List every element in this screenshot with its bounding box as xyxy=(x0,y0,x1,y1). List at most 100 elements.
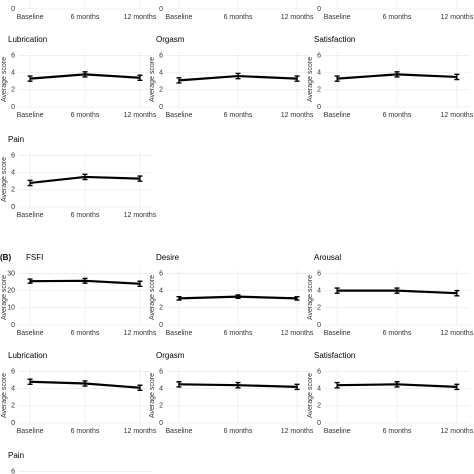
y-tick-label: 0 xyxy=(11,204,15,211)
error-bar xyxy=(454,73,460,81)
error-bar xyxy=(27,75,33,82)
x-tick-label: 6 months xyxy=(224,428,253,435)
error-bar xyxy=(82,380,88,387)
x-tick-label: 12 months xyxy=(281,330,314,337)
y-tick-label: 0 xyxy=(317,420,321,427)
y-axis-label: Average score xyxy=(149,275,156,320)
y-tick-label: 6 xyxy=(11,152,15,159)
y-axis-label: Average score xyxy=(1,157,8,202)
y-tick-label: 6 xyxy=(11,468,15,474)
error-bar xyxy=(137,280,143,288)
x-tick-label: 12 months xyxy=(281,112,314,119)
y-tick-label: 6 xyxy=(317,52,321,59)
y-axis-label: Average score xyxy=(1,373,8,418)
y-tick-label: 4 xyxy=(159,69,163,76)
x-tick-label: Baseline xyxy=(324,428,351,435)
error-bar xyxy=(454,383,460,391)
y-tick-label: 6 xyxy=(159,368,163,375)
x-tick-label: 12 months xyxy=(441,112,474,119)
error-bar xyxy=(334,75,340,82)
error-bar xyxy=(294,383,300,391)
x-tick-label: 6 months xyxy=(224,330,253,337)
y-tick-label: 6 xyxy=(159,52,163,59)
x-tick-label: 12 months xyxy=(124,330,157,337)
y-axis-label: Average score xyxy=(149,373,156,418)
y-tick-label: 6 xyxy=(159,270,163,277)
x-tick-label: 12 months xyxy=(124,14,157,21)
error-bar xyxy=(176,77,182,84)
y-tick-label: 0 xyxy=(317,322,321,329)
y-tick-label: 2 xyxy=(317,403,321,410)
x-tick-label: 6 months xyxy=(71,330,100,337)
y-tick-label: 6 xyxy=(317,368,321,375)
y-tick-label: 30 xyxy=(7,270,15,277)
y-tick-label: 4 xyxy=(11,69,15,76)
x-tick-label: 12 months xyxy=(124,212,157,219)
y-tick-label: 0 xyxy=(159,322,163,329)
y-tick-label: 4 xyxy=(159,287,163,294)
x-tick-label: 6 months xyxy=(224,112,253,119)
panel-title: Lubrication xyxy=(8,351,47,360)
y-tick-label: 2 xyxy=(11,187,15,194)
error-bar xyxy=(82,277,88,284)
panel-title: Desire xyxy=(156,253,180,262)
x-tick-label: 12 months xyxy=(124,428,157,435)
x-tick-label: Baseline xyxy=(166,428,193,435)
x-tick-label: 12 months xyxy=(124,112,157,119)
y-tick-label: 4 xyxy=(317,69,321,76)
y-tick-label: 2 xyxy=(159,403,163,410)
y-tick-label: 2 xyxy=(317,305,321,312)
y-tick-label: 0 xyxy=(159,420,163,427)
x-tick-label: Baseline xyxy=(17,212,44,219)
x-tick-label: Baseline xyxy=(17,14,44,21)
error-bar xyxy=(235,72,241,80)
error-bar xyxy=(137,175,143,182)
y-tick-label: 2 xyxy=(11,403,15,410)
error-bar xyxy=(235,294,241,300)
x-tick-label: 6 months xyxy=(71,14,100,21)
y-axis-label: Average score xyxy=(307,275,314,320)
y-axis-label: Average score xyxy=(307,373,314,418)
y-axis-label: Average score xyxy=(1,275,8,320)
error-bar xyxy=(82,71,88,78)
x-tick-label: 12 months xyxy=(281,428,314,435)
error-bar xyxy=(294,75,300,82)
error-bar xyxy=(82,173,88,181)
error-bar xyxy=(394,71,400,78)
y-tick-label: 6 xyxy=(11,52,15,59)
x-tick-label: Baseline xyxy=(166,112,193,119)
panel-title: Pain xyxy=(8,451,24,460)
panel-title: Satisfaction xyxy=(314,35,355,44)
y-tick-label: 4 xyxy=(11,169,15,176)
error-bar xyxy=(176,381,182,388)
x-tick-label: 12 months xyxy=(441,14,474,21)
y-tick-label: 4 xyxy=(317,385,321,392)
x-tick-label: 12 months xyxy=(441,330,474,337)
error-bar xyxy=(176,295,182,301)
x-tick-label: 6 months xyxy=(383,112,412,119)
panel-title: Lubrication xyxy=(8,35,47,44)
panel-title: Orgasm xyxy=(156,351,185,360)
y-tick-label: 2 xyxy=(159,87,163,94)
x-tick-label: 6 months xyxy=(71,428,100,435)
error-bar xyxy=(394,381,400,388)
error-bar xyxy=(394,287,400,294)
y-axis-label: Average score xyxy=(307,57,314,102)
x-tick-label: 6 months xyxy=(224,14,253,21)
y-tick-label: 10 xyxy=(7,305,15,312)
x-tick-label: 6 months xyxy=(71,212,100,219)
y-tick-label: 4 xyxy=(159,385,163,392)
y-tick-label: 0 xyxy=(11,6,15,13)
x-tick-label: 6 months xyxy=(383,428,412,435)
x-tick-label: Baseline xyxy=(324,330,351,337)
panel-title: Arousal xyxy=(314,253,341,262)
error-bar xyxy=(235,381,241,389)
x-tick-label: 12 months xyxy=(281,14,314,21)
y-tick-label: 0 xyxy=(11,322,15,329)
y-axis-label: Average score xyxy=(1,57,8,102)
y-tick-label: 0 xyxy=(317,6,321,13)
error-bar xyxy=(294,295,300,301)
error-bar xyxy=(334,381,340,389)
y-tick-label: 0 xyxy=(159,104,163,111)
panel-title: Orgasm xyxy=(156,35,185,44)
